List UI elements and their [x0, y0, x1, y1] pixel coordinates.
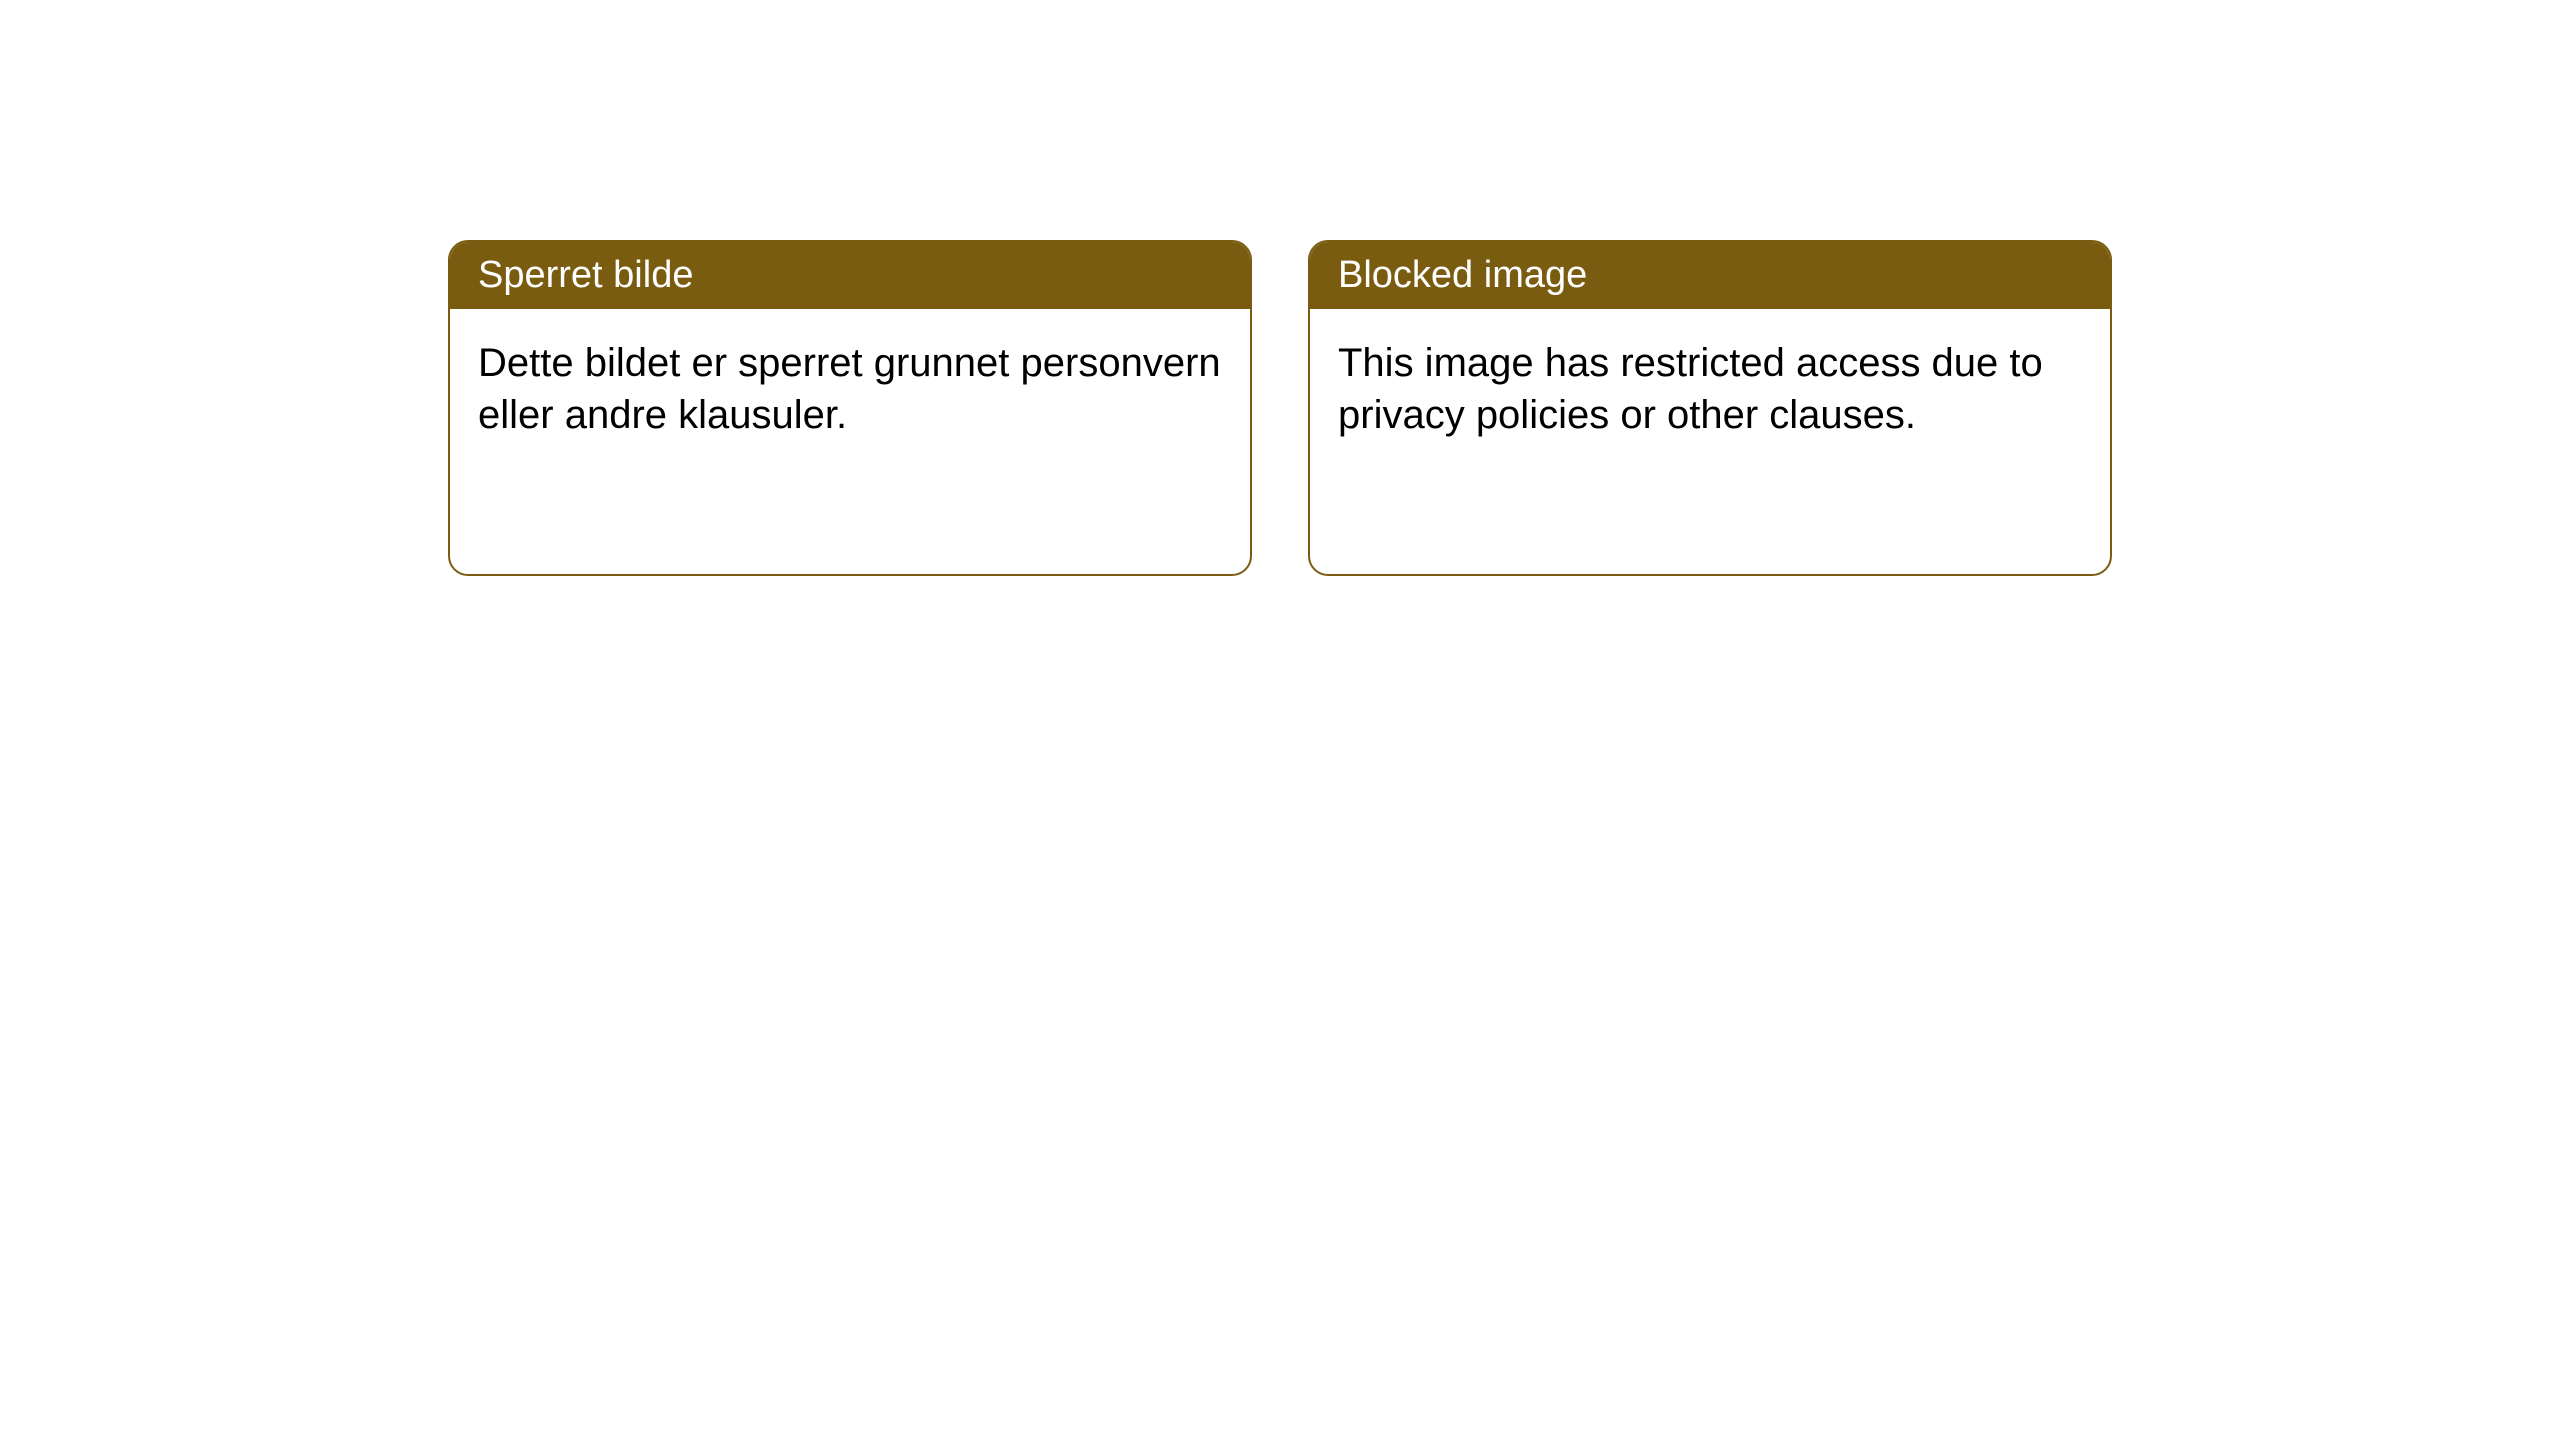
blocked-image-card-no: Sperret bilde Dette bildet er sperret gr…: [448, 240, 1252, 576]
card-body: Dette bildet er sperret grunnet personve…: [450, 309, 1250, 469]
blocked-image-card-en: Blocked image This image has restricted …: [1308, 240, 2112, 576]
card-title: Sperret bilde: [450, 242, 1250, 309]
card-body: This image has restricted access due to …: [1310, 309, 2110, 469]
cards-container: Sperret bilde Dette bildet er sperret gr…: [0, 0, 2560, 576]
card-title: Blocked image: [1310, 242, 2110, 309]
